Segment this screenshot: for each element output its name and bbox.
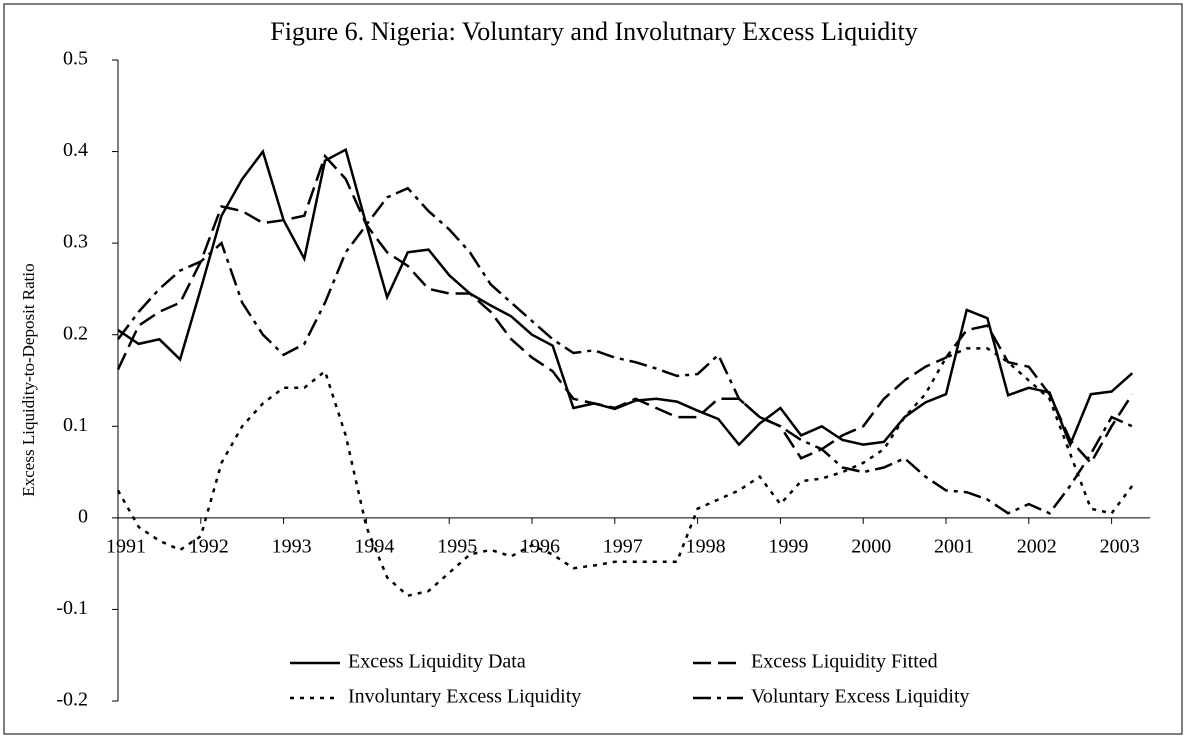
- x-tick-label: 2001: [934, 535, 974, 557]
- x-tick-label: 1994: [354, 535, 394, 557]
- x-tick-label: 2003: [1100, 535, 1140, 557]
- y-tick-label: 0.4: [63, 139, 88, 161]
- y-tick-label: 0: [78, 505, 88, 527]
- x-tick-label: 2000: [851, 535, 891, 557]
- legend-label: Voluntary Excess Liquidity: [751, 686, 970, 708]
- legend-label: Excess Liquidity Data: [348, 651, 526, 673]
- x-tick-label: 2002: [1017, 535, 1057, 557]
- y-axis-label: Excess Liquidity-to-Deposit Ratio: [19, 263, 38, 496]
- y-tick-label: -0.1: [56, 597, 88, 619]
- x-tick-label: 1997: [603, 535, 643, 557]
- y-tick-label: 0.5: [63, 48, 88, 70]
- legend-label: Excess Liquidity Fitted: [751, 651, 938, 673]
- x-tick-label: 1998: [686, 535, 726, 557]
- x-tick-label: 1996: [520, 535, 560, 557]
- x-tick-label: 1999: [768, 535, 808, 557]
- y-tick-label: 0.1: [63, 414, 88, 436]
- chart-frame: [3, 3, 1183, 735]
- legend-label: Involuntary Excess Liquidity: [348, 686, 581, 708]
- y-tick-label: 0.2: [63, 322, 88, 344]
- x-tick-label: 1995: [437, 535, 477, 557]
- series-line: [116, 153, 1134, 466]
- x-tick-label: 1992: [189, 535, 229, 557]
- x-tick-label: 1993: [272, 535, 312, 557]
- series-line: [116, 347, 1134, 598]
- series-line: [117, 186, 1133, 515]
- x-tick-label: 1991: [106, 535, 146, 557]
- y-tick-label: 0.3: [63, 231, 88, 253]
- chart-title: Figure 6. Nigeria: Voluntary and Involut…: [270, 17, 918, 46]
- y-tick-label: -0.2: [56, 689, 88, 711]
